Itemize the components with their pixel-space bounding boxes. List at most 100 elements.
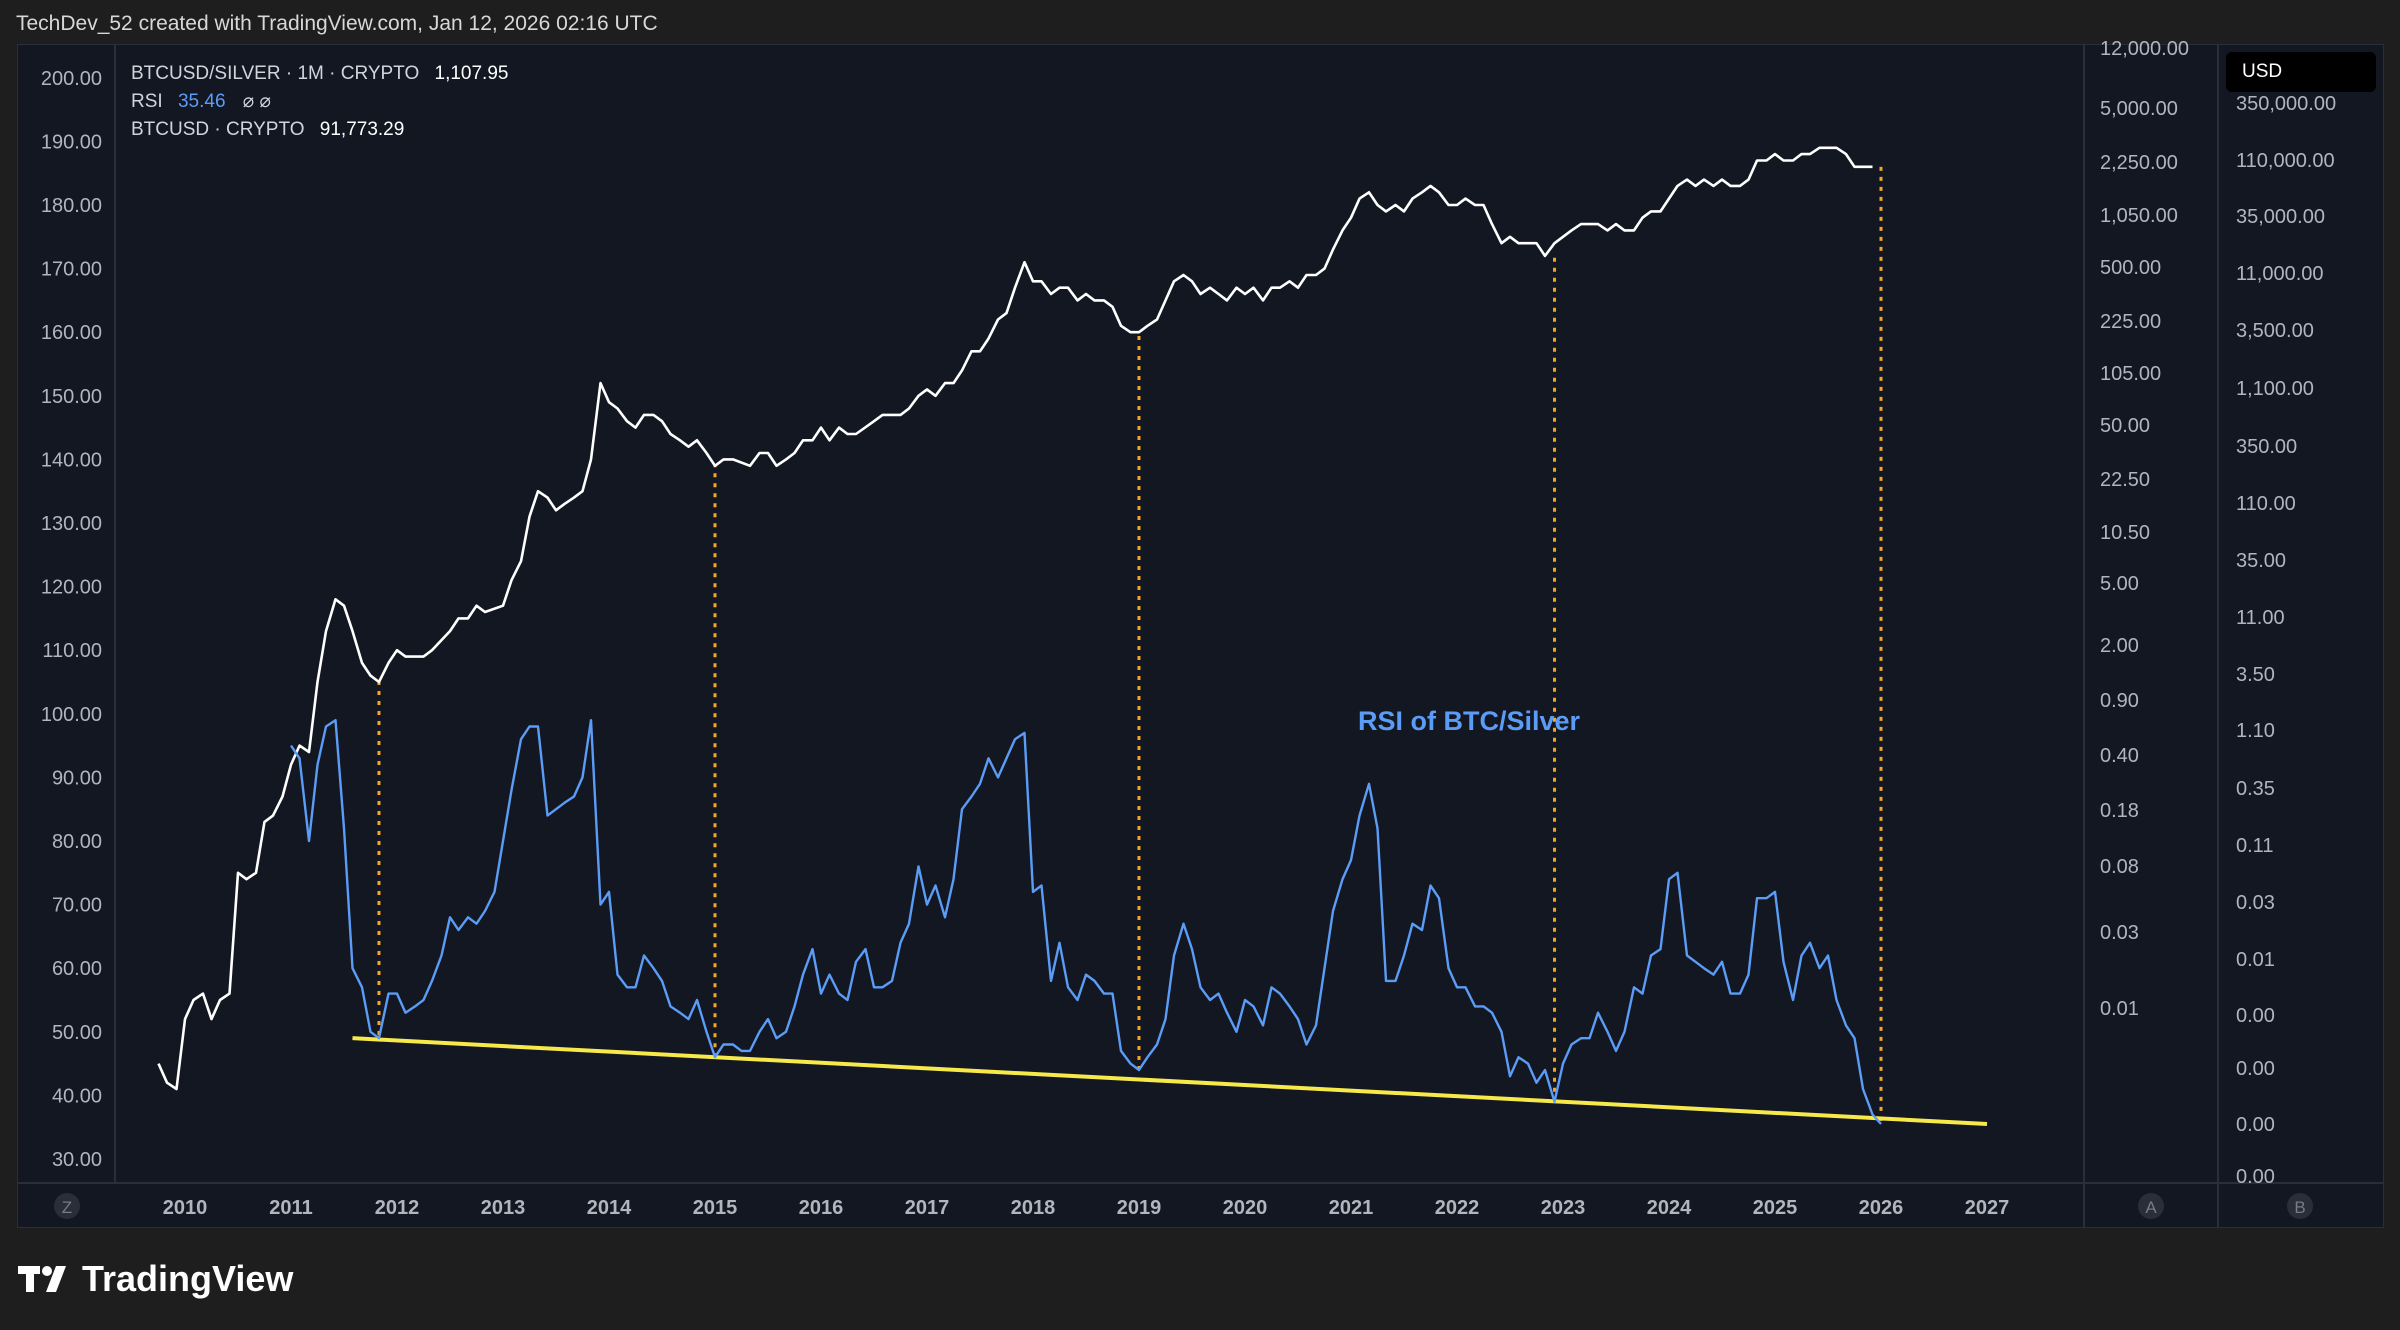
right-b-tick-label: 0.03 [2236, 892, 2275, 914]
legend-btc-symbol: BTCUSD · CRYPTO [131, 119, 305, 140]
series-line-btcusd-silver[interactable] [157, 146, 1873, 1091]
right-b-tick-label: 350.00 [2236, 436, 2297, 458]
left-tick-label: 160.00 [41, 322, 102, 344]
right-b-tick-label: 11.00 [2236, 607, 2285, 629]
time-axis[interactable]: 2010 2011 2012 2013 2014 2015 2016 2017 2018 2019… [163, 1197, 2010, 1219]
left-tick-label: 80.00 [52, 831, 102, 853]
right-a-tick-label: 50.00 [2100, 415, 2150, 437]
left-tick-label: 50.00 [52, 1022, 102, 1044]
rsi-trendline[interactable] [352, 1036, 1988, 1127]
right-b-tick-label: 0.35 [2236, 778, 2275, 800]
tradingview-logo: TradingView [18, 1258, 293, 1300]
x-tick-label: 2021 [1329, 1197, 1374, 1219]
right-a-tick-label: 0.08 [2100, 856, 2139, 878]
legend-main: BTCUSD/SILVER · 1M · CRYPTO 1,107.95 [131, 63, 508, 84]
x-tick-label: 2012 [375, 1197, 420, 1219]
right-a-tick-label: 500.00 [2100, 257, 2161, 279]
scale-button-b-label: B [2294, 1198, 2305, 1217]
right-a-tick-label: 0.03 [2100, 922, 2139, 944]
right-b-tick-label: 110,000.00 [2236, 150, 2335, 172]
legend-rsi-value: 35.46 [178, 91, 226, 112]
right-b-tick-label: 110.00 [2236, 493, 2296, 515]
right-a-tick-label: 0.40 [2100, 745, 2139, 767]
right-b-tick-label: 1,100.00 [2236, 378, 2314, 400]
left-tick-label: 60.00 [52, 958, 102, 980]
x-tick-label: 2011 [269, 1197, 312, 1219]
right-b-tick-label: 0.00 [2236, 1114, 2275, 1136]
left-tick-label: 30.00 [52, 1149, 102, 1171]
left-tick-label: 150.00 [41, 386, 102, 408]
right-b-tick-label: 0.00 [2236, 1005, 2275, 1027]
right-b-tick-label: 35.00 [2236, 550, 2286, 572]
right-a-tick-label: 2.00 [2100, 635, 2139, 657]
right-b-tick-label: 0.01 [2236, 949, 2275, 971]
chart-caption: TechDev_52 created with TradingView.com,… [16, 12, 658, 35]
left-tick-label: 110.00 [42, 640, 102, 662]
right-b-tick-label: 11,000.00 [2236, 263, 2324, 285]
right-b-tick-label: 0.00 [2236, 1166, 2275, 1188]
currency-button[interactable]: USD [2226, 52, 2376, 92]
left-tick-label: 180.00 [41, 195, 102, 217]
left-tick-label: 170.00 [41, 259, 102, 281]
x-tick-label: 2010 [163, 1197, 208, 1219]
x-tick-label: 2027 [1965, 1197, 2010, 1219]
right-b-tick-label: 0.11 [2236, 835, 2273, 857]
x-tick-label: 2014 [587, 1197, 632, 1219]
x-tick-label: 2024 [1647, 1197, 1692, 1219]
chart-annotation: RSI of BTC/Silver [1358, 706, 1581, 736]
scale-button-a[interactable] [2138, 1193, 2164, 1219]
right-a-tick-label: 2,250.00 [2100, 152, 2178, 174]
left-tick-label: 100.00 [41, 704, 102, 726]
cycle-markers [377, 166, 1883, 1121]
x-tick-label: 2016 [799, 1197, 844, 1219]
x-tick-label: 2013 [481, 1197, 526, 1219]
right-a-tick-label: 5.00 [2100, 573, 2139, 595]
left-tick-label: 70.00 [52, 895, 102, 917]
right-a-tick-label: 12,000.00 [2100, 38, 2189, 60]
scale-button-b[interactable] [2287, 1193, 2313, 1219]
series-line-rsi[interactable] [290, 719, 1882, 1125]
right-a-tick-label: 0.01 [2100, 998, 2139, 1020]
legend-main-value: 1,107.95 [435, 63, 509, 84]
right-a-tick-label: 0.90 [2100, 690, 2139, 712]
x-tick-label: 2023 [1541, 1197, 1586, 1219]
left-tick-label: 190.00 [41, 131, 102, 153]
left-tick-label: 40.00 [52, 1085, 102, 1107]
right-a-tick-label: 0.18 [2100, 800, 2139, 822]
right-b-tick-label: 350,000.00 [2236, 93, 2336, 115]
x-tick-label: 2018 [1011, 1197, 1056, 1219]
right-b-tick-label: 3,500.00 [2236, 320, 2314, 342]
left-tick-label: 120.00 [41, 577, 102, 599]
x-tick-label: 2022 [1435, 1197, 1480, 1219]
right-a-tick-label: 22.50 [2100, 469, 2150, 491]
legend-rsi: RSI 35.46 ⌀ ⌀ [131, 91, 271, 112]
brand-name: TradingView [82, 1258, 294, 1299]
scale-button-left-label: Z [62, 1198, 72, 1217]
x-tick-label: 2019 [1117, 1197, 1162, 1219]
right-a-tick-label: 5,000.00 [2100, 98, 2178, 120]
right-axis-a[interactable]: 12,000.00 5,000.00 2,250.00 1,050.00 500.00 2… [2100, 38, 2189, 1020]
left-tick-label: 140.00 [41, 449, 102, 471]
x-tick-label: 2026 [1859, 1197, 1904, 1219]
right-a-tick-label: 1,050.00 [2100, 205, 2178, 227]
chart-frame[interactable] [17, 44, 2384, 1228]
right-a-tick-label: 105.00 [2100, 363, 2161, 385]
legend-btc-value: 91,773.29 [320, 119, 405, 140]
right-axis-b[interactable]: 350,000.00 110,000.00 35,000.00 11,000.00 3,… [2236, 93, 2336, 1188]
right-b-tick-label: 1.10 [2236, 720, 2275, 742]
right-b-tick-label: 35,000.00 [2236, 206, 2325, 228]
left-tick-label: 200.00 [41, 68, 102, 90]
left-axis[interactable]: 200.00 190.00 180.00 170.00 160.00 150.00 140.… [41, 68, 102, 1171]
x-tick-label: 2025 [1753, 1197, 1798, 1219]
right-a-tick-label: 10.50 [2100, 522, 2150, 544]
scale-button-left[interactable] [54, 1193, 80, 1219]
left-tick-label: 130.00 [41, 513, 102, 535]
scale-button-a-label: A [2145, 1198, 2157, 1217]
x-tick-label: 2020 [1223, 1197, 1268, 1219]
legend-rsi-label: RSI [131, 91, 163, 112]
left-tick-label: 90.00 [52, 767, 102, 789]
legend-main-symbol: BTCUSD/SILVER · 1M · CRYPTO [131, 63, 419, 84]
right-b-tick-label: 3.50 [2236, 664, 2275, 686]
x-tick-label: 2015 [693, 1197, 738, 1219]
